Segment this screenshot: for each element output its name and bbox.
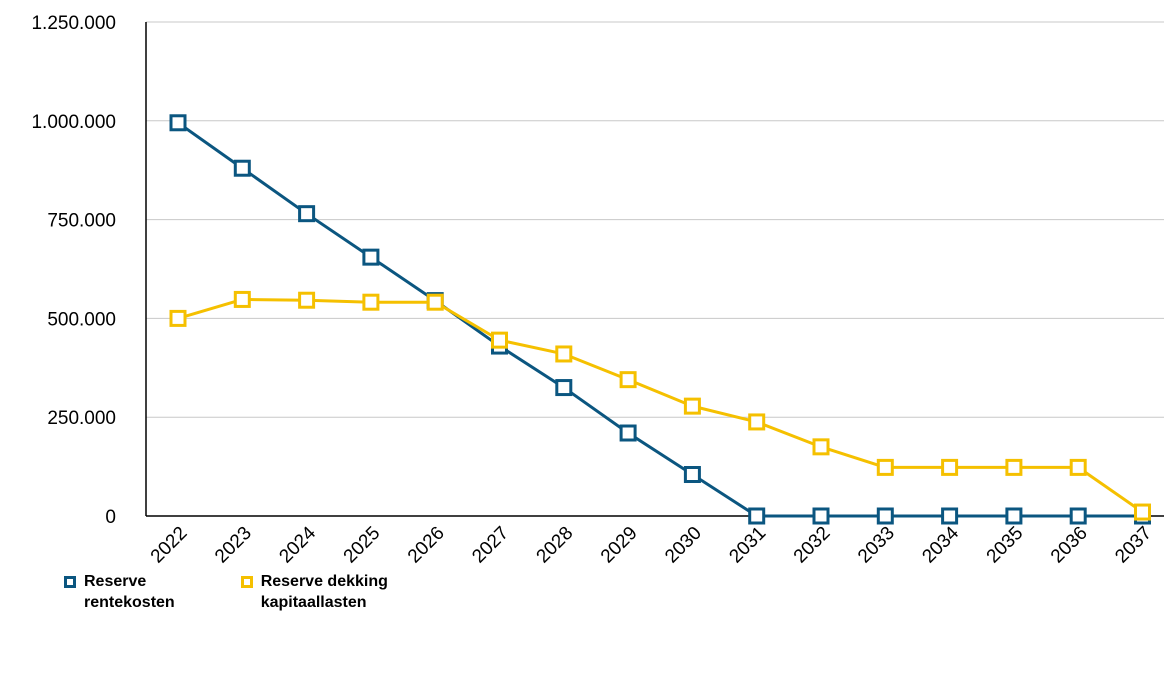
x-axis-tick-labels: 2022 2023 2024 2025 2026 2027 2028 2029 2030 2031…: [147, 522, 1156, 567]
x-tick-label: 2034: [918, 522, 963, 567]
x-tick-label: 2024: [275, 522, 320, 567]
x-tick-label: 2032: [790, 523, 835, 568]
y-tick-label: 500.000: [47, 309, 116, 330]
data-point: [362, 293, 380, 311]
data-point: [1069, 458, 1087, 476]
legend-item-series-2: Reserve dekking kapitaallasten: [240, 571, 388, 613]
y-tick-label: 0: [105, 507, 116, 528]
x-tick-label: 2035: [983, 523, 1028, 568]
y-tick-label: 250.000: [47, 408, 116, 429]
data-point: [233, 159, 251, 177]
data-point: [169, 114, 187, 132]
data-point: [619, 424, 637, 442]
data-point: [362, 248, 380, 266]
data-point: [748, 507, 766, 525]
data-point: [876, 458, 894, 476]
data-point: [233, 290, 251, 308]
data-point: [941, 507, 959, 525]
data-point: [683, 466, 701, 484]
data-point: [1069, 507, 1087, 525]
series-2: [169, 290, 1151, 521]
series-1: [169, 114, 1151, 525]
legend-label-series-2: Reserve dekking kapitaallasten: [260, 573, 388, 611]
x-tick-label: 2028: [533, 523, 578, 568]
y-tick-label: 750.000: [47, 211, 116, 232]
x-tick-label: 2029: [597, 523, 642, 568]
data-point: [876, 507, 894, 525]
legend-item-series-1: Reserve rentekosten: [64, 571, 175, 613]
x-tick-label: 2030: [661, 523, 706, 568]
data-point: [555, 345, 573, 363]
data-point: [426, 293, 444, 311]
x-tick-label: 2031: [725, 523, 770, 568]
legend: Reserve rentekosten Reserve dekking kapi…: [64, 571, 388, 613]
data-point: [298, 205, 316, 223]
data-point: [298, 291, 316, 309]
x-tick-label: 2027: [468, 523, 513, 568]
data-point: [555, 379, 573, 397]
legend-swatch-series-2: [240, 576, 253, 588]
data-point: [941, 458, 959, 476]
y-tick-label: 1.250.000: [31, 13, 116, 34]
x-tick-label: 2036: [1047, 523, 1092, 568]
data-point: [1005, 507, 1023, 525]
data-point: [1005, 458, 1023, 476]
legend-label-series-1: Reserve rentekosten: [84, 573, 175, 611]
y-tick-label: 1.000.000: [31, 112, 116, 133]
series-layer: [169, 114, 1151, 525]
x-tick-label: 2026: [404, 523, 449, 568]
series-line: [177, 121, 1143, 518]
data-point: [812, 507, 830, 525]
legend-swatch-series-1: [64, 576, 76, 588]
x-tick-label: 2023: [211, 523, 256, 568]
x-tick-label: 2025: [340, 523, 385, 568]
data-point: [619, 371, 637, 389]
data-point: [1134, 503, 1151, 521]
data-point: [683, 397, 701, 415]
data-point: [748, 413, 766, 431]
data-point: [812, 438, 830, 456]
data-point: [169, 309, 187, 327]
series-line: [177, 297, 1144, 514]
x-tick-label: 2022: [147, 523, 192, 568]
data-point: [491, 331, 508, 349]
x-tick-label: 2033: [854, 523, 899, 568]
y-axis-tick-labels: 0 250.000 500.000 750.000 1.000.000 1.250.000: [31, 13, 116, 528]
x-tick-label: 2037: [1111, 523, 1156, 568]
